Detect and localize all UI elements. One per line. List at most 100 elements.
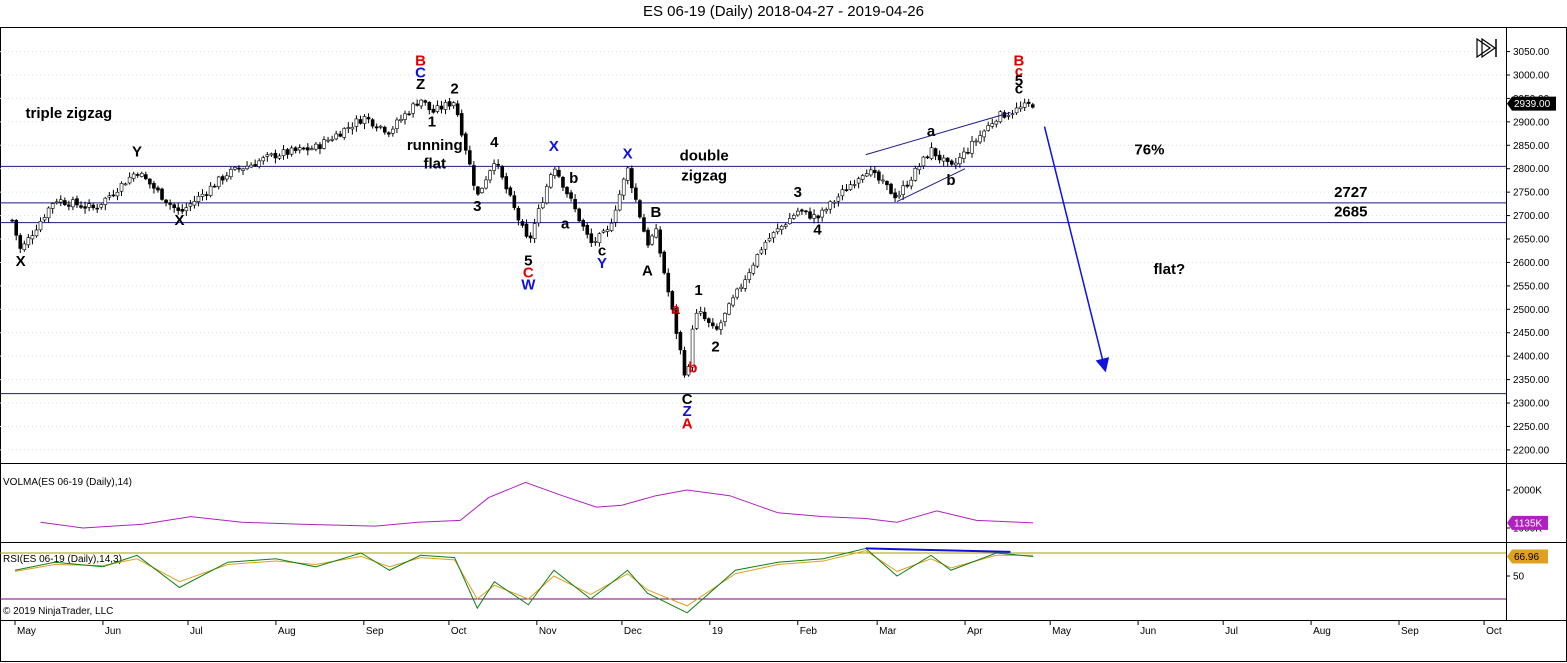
rsi-last-marker: 66.96 — [1507, 549, 1548, 564]
candle-body — [152, 183, 156, 189]
wave-label: 2685 — [1334, 204, 1367, 221]
candle-body — [204, 194, 209, 196]
candle-body — [1022, 102, 1027, 108]
candle-body — [751, 264, 756, 274]
candle-body — [913, 168, 918, 181]
candle-body — [945, 157, 950, 162]
candle-body — [119, 183, 124, 192]
time-axis: May Jun Jul Aug Sep Oct Nov Dec 19 Feb Mar Apr May Ju… — [14, 620, 1502, 637]
candle-body — [472, 165, 476, 186]
candle-body — [99, 204, 104, 208]
candle-body — [176, 207, 181, 211]
wave-label: A — [642, 263, 653, 280]
skip-to-end-button[interactable] — [1474, 37, 1498, 59]
candle-body — [131, 173, 136, 179]
price-tick-label: 2650.00 — [1513, 235, 1550, 246]
wave-label: Z — [683, 403, 692, 420]
candle-body — [419, 99, 424, 107]
candle-body — [314, 143, 318, 150]
candle-body — [326, 139, 330, 142]
candle-body — [289, 147, 294, 155]
wave-label: X — [16, 253, 26, 270]
horizontal-lines — [0, 165, 1506, 395]
candle-body — [589, 233, 594, 243]
candle-body — [338, 133, 343, 137]
candle-body — [516, 208, 521, 221]
candle-body — [330, 139, 334, 141]
candle-body — [998, 111, 1003, 123]
candle-body — [208, 185, 213, 196]
wave-label: b — [569, 170, 578, 187]
wave-label: zigzag — [681, 167, 727, 184]
candle-body — [549, 174, 553, 188]
candle-body — [237, 167, 241, 170]
candle-body — [630, 168, 634, 189]
candle-body — [816, 215, 820, 219]
candle-body — [38, 221, 43, 231]
candle-body — [715, 326, 719, 330]
candle-body — [403, 113, 407, 120]
candle-body — [698, 311, 703, 314]
price-tick-label: 2250.00 — [1513, 422, 1550, 433]
candle-body — [812, 214, 816, 219]
candle-body — [711, 322, 715, 327]
candle-body — [111, 194, 116, 197]
candle-body — [824, 209, 829, 212]
candle-body — [860, 175, 865, 180]
volma-last-marker: 1135K — [1507, 515, 1548, 530]
candle-body — [763, 241, 768, 250]
time-tick-label: May — [17, 626, 36, 637]
candle-body — [382, 126, 387, 133]
candle-body — [512, 195, 517, 208]
wave-label: c — [598, 242, 606, 259]
candle-body — [544, 186, 549, 204]
price-tick-label: 2700.00 — [1513, 211, 1550, 222]
chart-title: ES 06-19 (Daily) 2018-04-27 - 2019-04-26 — [643, 3, 924, 20]
candle-body — [565, 187, 569, 195]
candle-body — [443, 102, 448, 110]
candle-body — [350, 126, 355, 130]
price-tick-label: 2200.00 — [1513, 445, 1550, 456]
candle-body — [378, 125, 383, 128]
wave-label: c — [1015, 81, 1023, 98]
candle-body — [476, 186, 480, 195]
candle-body — [577, 208, 581, 222]
candle-body — [937, 154, 942, 161]
candle-body — [727, 303, 731, 315]
time-tick-label: Feb — [800, 626, 818, 637]
candle-body — [528, 235, 533, 239]
candle-body — [127, 176, 132, 184]
rsi-divergence-line — [865, 547, 1011, 553]
price-tick-label: 3000.00 — [1513, 71, 1550, 82]
candle-body — [925, 156, 930, 159]
candle-body — [455, 103, 460, 116]
candle-body — [524, 223, 529, 237]
candle-body — [492, 163, 496, 171]
candle-body — [625, 167, 630, 181]
candle-body — [1026, 101, 1031, 104]
candle-body — [488, 170, 492, 181]
candle-body — [856, 178, 861, 184]
candle-body — [318, 144, 322, 149]
wave-label: flat — [423, 156, 446, 173]
wave-label: W — [521, 277, 536, 294]
candle-body — [755, 254, 760, 267]
channel-line — [865, 112, 1011, 156]
forecast-arrow — [1043, 126, 1110, 373]
candle-body — [735, 288, 739, 298]
candle-body — [800, 209, 804, 212]
skip-to-end-icon — [1476, 37, 1497, 59]
candle-body — [775, 228, 780, 233]
price-tick-label: 2300.00 — [1513, 399, 1550, 410]
candle-body — [949, 160, 954, 165]
candle-body — [95, 207, 100, 210]
candle-body — [844, 189, 849, 192]
candle-body — [135, 174, 140, 176]
candle-body — [893, 192, 897, 199]
candle-body — [933, 148, 938, 157]
candle-body — [864, 173, 869, 177]
candle-body — [832, 201, 837, 204]
candle-body — [306, 147, 310, 151]
